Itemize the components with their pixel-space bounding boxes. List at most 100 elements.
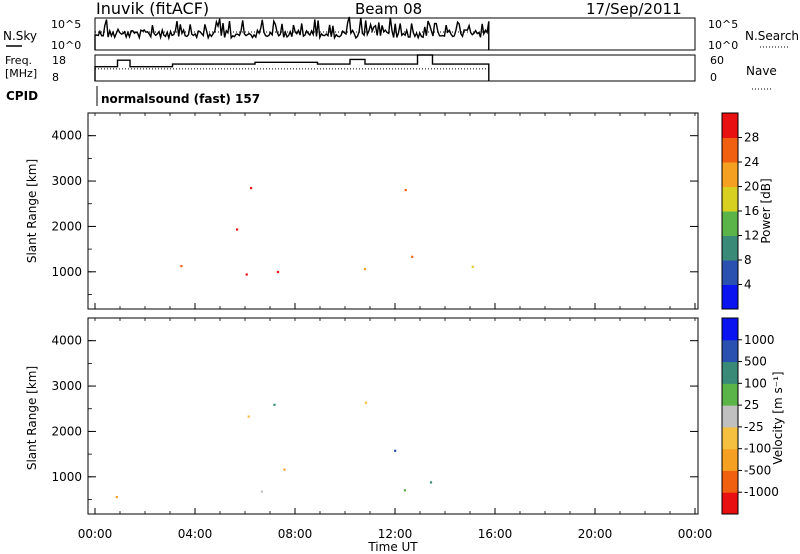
range-cell — [250, 187, 253, 190]
colorbar-tick-label: 28 — [744, 131, 759, 145]
power-panel-frame — [87, 112, 699, 310]
range-cell — [403, 489, 406, 492]
range-tick-label: 1000 — [51, 470, 82, 484]
time-axis-label: Time UT — [367, 540, 418, 554]
freq-panel: Freq. [MHz] 18 8 60 0 Nave — [5, 54, 777, 90]
range-cell — [394, 449, 397, 452]
colorbar-tick-label: 12 — [744, 229, 759, 243]
colorbar-swatch — [722, 361, 738, 384]
velocity-panel: 1000 2000 3000 4000 Slant Range [km] -1000 -… — [25, 317, 785, 515]
cpid-program: normalsound (fast) 157 — [101, 92, 260, 106]
nave-tick-top: 60 — [710, 54, 724, 67]
noise-left-tick-bottom: 10^0 — [51, 39, 81, 52]
colorbar-swatch — [722, 235, 738, 261]
colorbar-tick-label: 500 — [744, 355, 767, 369]
range-tick-label: 4000 — [51, 334, 82, 348]
colorbar-swatch — [722, 383, 738, 406]
power-panel: 1000 2000 3000 4000 Slant Range [km] 4 8 12 16… — [25, 112, 773, 310]
range-tick-label: 2000 — [51, 219, 82, 233]
range-cell — [115, 496, 118, 499]
range-tick-label: 3000 — [51, 379, 82, 393]
colorbar-tick-label: -25 — [744, 420, 764, 434]
colorbar-swatch — [722, 162, 738, 187]
station-title: Inuvik (fitACF) — [96, 0, 209, 18]
beam-label: Beam 08 — [355, 0, 422, 18]
power-y-label: Slant Range [km] — [25, 159, 39, 263]
colorbar-tick-label: 1000 — [744, 333, 775, 347]
time-tick-label: 12:00 — [378, 527, 413, 541]
time-axis: 00:00 04:00 08:00 12:00 16:00 20:00 00:00 — [78, 113, 713, 541]
noise-right-label: N.Search — [745, 29, 799, 43]
colorbar-swatch — [722, 211, 738, 236]
nave-label: Nave — [746, 64, 777, 78]
power-y-axis: 1000 2000 3000 4000 — [51, 112, 698, 295]
range-cell — [260, 490, 263, 493]
time-tick-label: 00:00 — [78, 527, 113, 541]
colorbar-swatch — [722, 426, 738, 450]
noise-right-tick-top: 10^5 — [708, 18, 738, 31]
range-cell — [273, 403, 276, 406]
power-heatmap — [180, 187, 474, 276]
freq-line — [94, 54, 490, 81]
noise-right-tick-bottom: 10^0 — [708, 39, 738, 52]
colorbar-tick-label: 4 — [744, 278, 752, 292]
colorbar-swatch — [722, 405, 738, 428]
freq-tick-bottom: 8 — [52, 71, 59, 84]
time-tick-label: 08:00 — [278, 527, 313, 541]
velocity-panel-frame — [87, 317, 699, 515]
range-cell — [404, 189, 407, 192]
colorbar-tick-label: -500 — [744, 463, 771, 477]
colorbar-tick-label: 20 — [744, 180, 759, 194]
freq-label-line1: Freq. — [5, 54, 32, 67]
range-cell — [247, 415, 250, 418]
colorbar-swatch — [722, 448, 738, 471]
colorbar-tick-label: 8 — [744, 253, 752, 267]
noise-sky-line — [94, 16, 490, 51]
velocity-y-axis: 1000 2000 3000 4000 — [51, 317, 698, 500]
cpid-label: CPID — [6, 89, 38, 103]
range-cell — [276, 270, 280, 274]
colorbar-swatch — [722, 318, 738, 341]
power-colorbar: 4 8 12 16 20 24 28 — [721, 112, 759, 310]
power-colorbar-label: Power [dB] — [759, 178, 773, 243]
range-cell — [245, 273, 248, 276]
range-cell — [429, 481, 433, 484]
noise-panel-frame — [94, 17, 696, 51]
colorbar-swatch — [722, 284, 738, 310]
colorbar-swatch — [722, 113, 738, 138]
range-cell — [180, 265, 183, 268]
colorbar-tick-label: 100 — [744, 376, 767, 390]
noise-left-label: N.Sky — [3, 29, 37, 43]
range-cell — [364, 401, 368, 404]
noise-left-tick-top: 10^5 — [51, 18, 81, 31]
colorbar-tick-label: 25 — [744, 398, 759, 412]
range-cell — [471, 265, 474, 268]
range-cell — [283, 468, 286, 471]
freq-panel-frame — [94, 54, 696, 82]
colorbar-swatch — [722, 260, 738, 285]
range-cell — [236, 228, 239, 231]
colorbar-tick-label: -100 — [744, 442, 771, 456]
freq-label-line2: [MHz] — [5, 67, 37, 80]
range-cell — [411, 255, 414, 258]
time-tick-label: 04:00 — [178, 527, 213, 541]
noise-panel: N.Sky 10^5 10^0 10^5 10^0 N.Search — [3, 16, 799, 52]
colorbar-swatch — [722, 492, 738, 515]
time-tick-label: 00:00 — [678, 527, 713, 541]
range-cell — [363, 268, 367, 271]
colorbar-swatch — [722, 470, 738, 493]
colorbar-swatch — [722, 186, 738, 212]
range-tick-label: 3000 — [51, 174, 82, 188]
velocity-colorbar-label: Velocity [m s⁻¹] — [771, 371, 785, 464]
date-label: 17/Sep/2011 — [586, 0, 682, 18]
freq-tick-top: 18 — [52, 54, 66, 67]
velocity-heatmap — [115, 401, 433, 499]
colorbar-swatch — [722, 339, 738, 363]
velocity-y-label: Slant Range [km] — [25, 366, 39, 470]
range-tick-label: 2000 — [51, 424, 82, 438]
colorbar-tick-label: -1000 — [744, 485, 779, 499]
colorbar-tick-label: 16 — [744, 204, 759, 218]
time-tick-label: 20:00 — [578, 527, 613, 541]
time-tick-label: 16:00 — [478, 527, 513, 541]
